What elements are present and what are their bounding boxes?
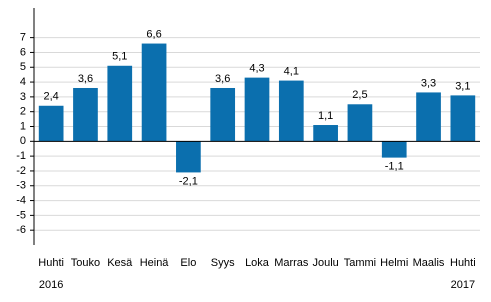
y-tick-label: 1 [20, 120, 26, 132]
x-tick-label: Elo [180, 257, 196, 269]
y-tick-label: 2 [20, 106, 26, 118]
bar [38, 105, 64, 142]
y-tick-label: 4 [20, 76, 26, 88]
value-label: 6,6 [146, 28, 161, 40]
bar [73, 87, 98, 142]
y-tick-label: 0 [20, 135, 26, 147]
value-label: 3,3 [421, 77, 436, 89]
value-label: 4,1 [284, 65, 299, 77]
x-tick-label: Heinä [140, 257, 170, 269]
value-label: 4,3 [249, 63, 264, 75]
x-sublabel: 2017 [451, 279, 475, 291]
value-label: 3,6 [78, 73, 93, 85]
x-tick-label: Huhti [450, 257, 476, 269]
y-tick-label: -5 [16, 209, 26, 221]
x-tick-label: Joulu [312, 257, 338, 269]
value-label: 1,1 [318, 110, 333, 122]
x-tick-label: Maalis [413, 257, 445, 269]
bar [347, 104, 373, 142]
value-label: -1,1 [385, 161, 404, 173]
y-tick-label: -4 [16, 194, 26, 206]
bar [210, 87, 236, 142]
y-tick-label: -6 [16, 224, 26, 236]
bar [141, 43, 167, 142]
value-label: 3,6 [215, 73, 230, 85]
y-tick-label: -3 [16, 180, 26, 192]
y-tick-label: 7 [20, 32, 26, 44]
y-tick-label: -1 [16, 150, 26, 162]
value-label: -2,1 [179, 175, 198, 187]
y-tick-label: 5 [20, 61, 26, 73]
bar [244, 77, 270, 142]
value-label: 5,1 [112, 51, 127, 63]
x-tick-label: Marras [274, 257, 309, 269]
value-label: 2,5 [352, 89, 367, 101]
x-tick-label: Touko [71, 257, 100, 269]
x-tick-label: Tammi [344, 257, 376, 269]
bar [176, 141, 201, 173]
y-tick-label: -2 [16, 165, 26, 177]
x-tick-label: Kesä [107, 257, 133, 269]
bar [278, 80, 304, 142]
x-tick-label: Helmi [380, 257, 408, 269]
bar [313, 125, 338, 142]
bar [107, 65, 133, 142]
y-tick-label: 6 [20, 46, 26, 58]
x-tick-label: Huhti [38, 257, 64, 269]
value-label: 3,1 [455, 80, 470, 92]
value-label: 2,4 [44, 91, 59, 103]
x-tick-label: Syys [211, 257, 235, 269]
y-tick-label: 3 [20, 91, 26, 103]
x-sublabel: 2016 [39, 279, 63, 291]
x-tick-label: Loka [245, 257, 270, 269]
bar [450, 95, 476, 142]
bar [416, 92, 441, 142]
bar [381, 141, 407, 158]
